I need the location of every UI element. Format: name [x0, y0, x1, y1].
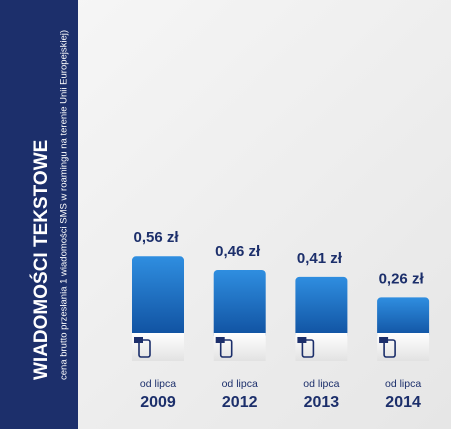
x-tick-prefix: od lipca: [140, 378, 176, 390]
value-label: 0,26 zł: [379, 270, 425, 287]
phone-icon: [219, 339, 233, 358]
chart-subtitle: cena brutto przesłania 1 wiadomości SMS …: [59, 30, 70, 380]
x-tick-prefix: od lipca: [303, 378, 339, 390]
chart-title: WIADOMOŚCI TEKSTOWE: [30, 140, 52, 380]
phone-icon: [379, 337, 389, 343]
phone-icon: [138, 339, 151, 358]
bar: [213, 269, 266, 339]
value-label: 0,56 zł: [133, 229, 179, 246]
x-tick-label: 2012: [222, 394, 258, 411]
phone-icon: [215, 337, 225, 343]
x-tick-label: 2009: [140, 394, 176, 411]
value-label: 0,41 zł: [297, 250, 343, 267]
x-tick-prefix: od lipca: [385, 378, 421, 390]
x-tick-label: 2013: [304, 394, 340, 411]
phone-icon: [301, 339, 315, 358]
phone-icon: [134, 337, 143, 343]
title-band: [0, 0, 78, 429]
phone-icon: [297, 337, 307, 343]
bar: [377, 297, 430, 339]
phone-icon: [383, 339, 396, 358]
x-tick-label: 2014: [385, 394, 421, 411]
bar: [132, 256, 184, 339]
bar: [295, 276, 348, 339]
x-tick-prefix: od lipca: [222, 378, 258, 390]
value-label: 0,46 zł: [215, 243, 261, 260]
